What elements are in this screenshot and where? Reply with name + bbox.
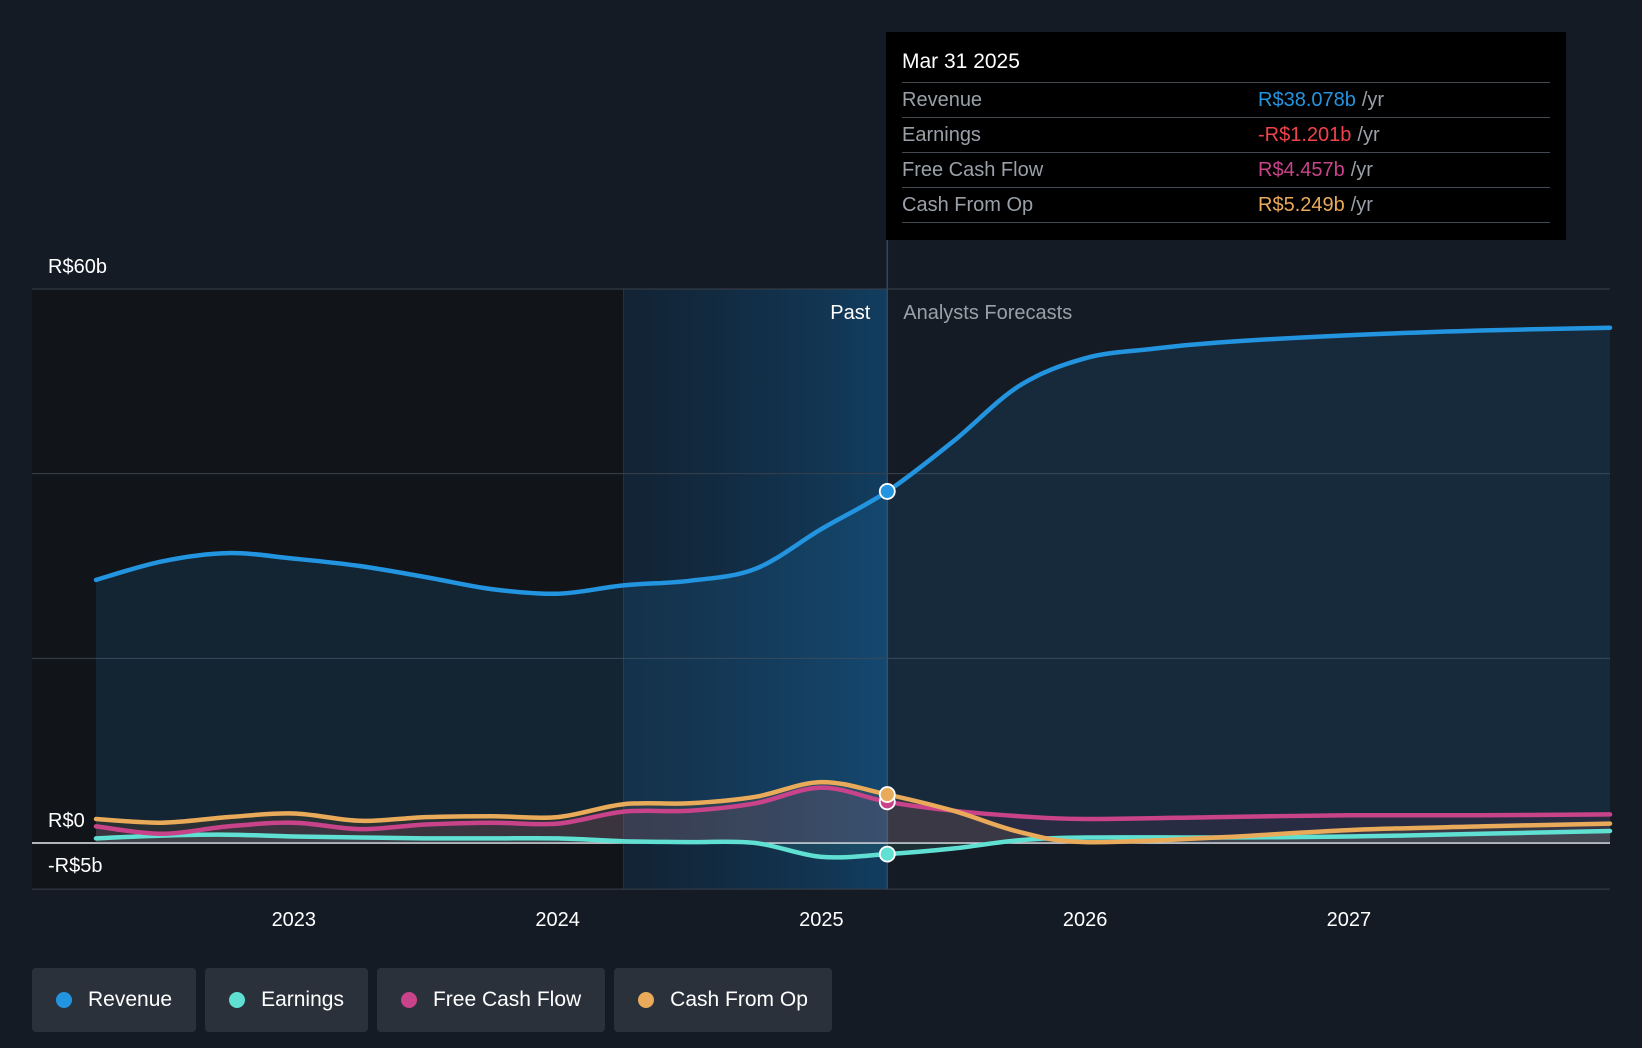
earnings-line xyxy=(93,828,1613,860)
y-tick-label: R$60b xyxy=(48,256,107,278)
tooltip-value-free-cash-flow: R$4.457b xyxy=(1258,159,1345,181)
series-lines xyxy=(93,325,1613,860)
past-label: Past xyxy=(830,302,870,324)
tooltip-label: Earnings xyxy=(902,124,981,146)
legend-label: Earnings xyxy=(261,988,344,1011)
x-tick-label: 2024 xyxy=(535,909,580,931)
legend-dot-icon xyxy=(400,992,417,1008)
x-tick-label: 2025 xyxy=(799,909,844,931)
free-cash-flow-area xyxy=(96,787,1610,843)
legend-dot-icon xyxy=(56,992,72,1008)
past-background xyxy=(32,289,624,890)
legend-item-earnings[interactable]: Earnings xyxy=(205,968,368,1032)
hover-markers xyxy=(878,483,896,863)
legend-dot-icon xyxy=(638,992,655,1008)
legend-label: Cash From Op xyxy=(670,988,808,1011)
tooltip-label: Revenue xyxy=(902,89,983,111)
y-tick-label: R$0 xyxy=(48,810,85,832)
revenue-line xyxy=(93,325,1613,597)
tooltip-date: Mar 31 2025 xyxy=(902,46,1550,83)
data-tooltip: Mar 31 2025 Revenue R$38.078b /yr Earnin… xyxy=(886,32,1566,240)
x-tick-label: 2027 xyxy=(1327,909,1372,931)
cash-from-op-marker xyxy=(878,786,896,803)
tooltip-value-cash-from-op: R$5.249b xyxy=(1258,194,1345,216)
tooltip-row-cash-from-op: Cash From Op R$5.249b /yr xyxy=(902,188,1550,223)
x-tick-label: 2026 xyxy=(1063,909,1108,931)
legend: Revenue Earnings Free Cash Flow Cash Fro… xyxy=(32,968,832,1032)
tooltip-unit: /yr xyxy=(1361,89,1385,111)
x-tick-label: 2023 xyxy=(272,909,317,931)
cash-from-op-area xyxy=(96,782,1610,843)
background-bands xyxy=(32,240,889,890)
axis-text: R$60b R$0 -R$5b 2023 2024 2025 2026 2027 Past Ana… xyxy=(48,256,1371,931)
tooltip-value-earnings: -R$1.201b xyxy=(1258,124,1352,146)
legend-item-cash-from-op[interactable]: Cash From Op xyxy=(614,968,832,1032)
free-cash-flow-line xyxy=(93,785,1613,837)
tooltip-row-revenue: Revenue R$38.078b /yr xyxy=(902,83,1550,118)
tooltip-row-free-cash-flow: Free Cash Flow R$4.457b /yr xyxy=(902,153,1550,188)
gridlines xyxy=(32,288,1610,890)
tooltip-label: Free Cash Flow xyxy=(902,159,1044,181)
revenue-marker xyxy=(878,483,896,500)
tooltip-unit: /yr xyxy=(1350,194,1373,216)
tooltip-label: Cash From Op xyxy=(902,194,1034,216)
tooltip-unit: /yr xyxy=(1350,159,1373,181)
legend-item-revenue[interactable]: Revenue xyxy=(32,968,197,1032)
legend-label: Free Cash Flow xyxy=(432,988,582,1011)
cash-from-op-line xyxy=(93,779,1613,845)
legend-item-free-cash-flow[interactable]: Free Cash Flow xyxy=(376,968,606,1032)
tooltip-unit: /yr xyxy=(1357,124,1380,146)
legend-dot-icon xyxy=(229,992,246,1008)
y-tick-label: -R$5b xyxy=(48,855,102,877)
revenue-area xyxy=(96,327,1610,843)
forecast-label: Analysts Forecasts xyxy=(903,302,1072,324)
legend-label: Revenue xyxy=(88,988,173,1011)
earnings-marker xyxy=(878,845,896,863)
tooltip-row-earnings: Earnings -R$1.201b /yr xyxy=(902,118,1550,153)
tooltip-value-revenue: R$38.078b xyxy=(1258,89,1356,111)
